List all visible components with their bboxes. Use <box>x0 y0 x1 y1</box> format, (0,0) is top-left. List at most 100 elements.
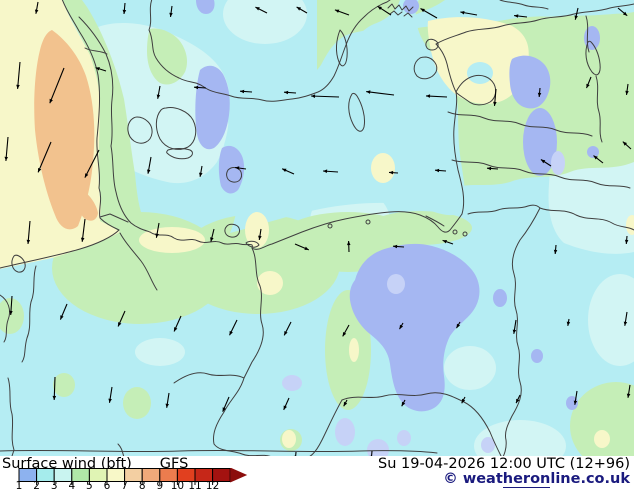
wind-arrow-head <box>255 7 260 11</box>
legend-tick-label: 2 <box>33 480 40 490</box>
wind-arrow-head <box>426 94 431 98</box>
wind-arrow-head <box>334 9 340 13</box>
wind-arrow-head <box>84 173 89 178</box>
legend-tick-label: 3 <box>51 480 58 490</box>
wind-arrow-head <box>537 92 542 97</box>
wind-speed-shading <box>0 0 634 456</box>
wind-arrow-head <box>174 327 178 332</box>
wind-arrow-head <box>60 315 64 320</box>
wind-arrow-head <box>311 94 316 98</box>
wind-arrow-head <box>442 240 447 244</box>
wind-arrow-head <box>222 407 226 412</box>
wind-arrow-head <box>573 400 578 405</box>
legend-tick-label: 5 <box>86 480 93 490</box>
legend-tick-label: 10 <box>171 480 184 490</box>
wind-arrow-head <box>9 310 13 315</box>
wind-arrow-head <box>235 166 240 170</box>
wind-arrow-head <box>26 239 31 244</box>
wind-arrow-head <box>240 89 245 94</box>
wind-arrow <box>366 91 395 96</box>
wind-speed-legend: 1 2 3 4 5 6 7 8 9 10 11 12 <box>16 468 248 490</box>
wind-arrow-head <box>108 398 112 403</box>
legend-tick-label: 6 <box>104 480 111 490</box>
wind-arrow-head <box>284 331 288 336</box>
wind-arrow-head <box>514 14 519 18</box>
wind-arrow-head <box>80 237 85 242</box>
wind-arrow <box>49 67 65 104</box>
wind-arrow-head <box>626 393 631 398</box>
wind-arrow-head <box>574 15 578 20</box>
wind-arrow-head <box>389 170 394 175</box>
coastlines-and-borders <box>0 0 634 456</box>
wind-arrow <box>17 61 21 89</box>
legend-tick-label: 12 <box>206 480 219 490</box>
wind-arrow-head <box>366 90 371 94</box>
wind-arrow-head <box>229 330 233 336</box>
wind-arrow-head <box>487 166 492 171</box>
wind-arrow-head <box>304 246 309 250</box>
wind-arrow <box>371 450 373 456</box>
wind-arrow-head <box>343 401 348 407</box>
wind-arrow-head <box>49 98 53 104</box>
wind-arrow-head <box>622 141 627 146</box>
wind-arrow-head <box>284 90 289 95</box>
wind-arrow-head <box>283 405 287 410</box>
wind-arrow-head <box>95 67 100 71</box>
legend-tick-label: 8 <box>139 480 146 490</box>
wind-arrow-head <box>52 395 57 400</box>
wind-arrow-head <box>625 90 629 95</box>
wind-arrow-head <box>623 11 628 16</box>
wind-arrow <box>84 149 100 178</box>
wind-arrow-head <box>194 85 199 90</box>
wind-arrow-head <box>399 324 404 330</box>
wind-arrows <box>4 1 632 456</box>
copyright[interactable]: © weatheronline.co.uk <box>443 471 630 488</box>
copyright-post: line.co.uk <box>550 471 630 487</box>
wind-arrow-head <box>296 7 301 11</box>
wind-arrow-head <box>147 169 151 174</box>
wind-arrow-head <box>165 403 169 408</box>
wind-arrow-head <box>540 159 546 164</box>
wind-arrow-head <box>420 8 425 13</box>
wind-arrow-head <box>122 9 127 14</box>
wind-arrow-head <box>118 322 122 327</box>
copyright-underlined: heron <box>502 471 551 488</box>
wind-arrow-head <box>623 321 628 326</box>
wind-arrow <box>310 95 340 98</box>
wind-arrow-head <box>460 11 465 15</box>
wind-arrow-head <box>512 329 517 334</box>
wind-arrow-head <box>258 235 262 240</box>
wind-arrow-head <box>155 233 159 238</box>
wind-arrow-head <box>282 168 287 172</box>
wind-arrow-head <box>16 84 20 89</box>
wind-arrow-head <box>553 249 558 254</box>
wind-arrow-head <box>34 9 39 14</box>
wind-arrow-head <box>38 168 42 173</box>
wind-arrow-head <box>377 6 382 10</box>
weather-map <box>0 0 634 456</box>
forecast-datetime: Su 19-04-2026 12:00 UTC (12+96) <box>378 456 630 472</box>
wind-arrow <box>295 451 297 456</box>
wind-arrow-head <box>4 156 8 161</box>
legend-arrowhead <box>230 468 248 483</box>
wind-arrow-head <box>435 168 440 173</box>
wind-arrow-head <box>516 398 520 404</box>
legend-tick-label: 9 <box>156 480 163 490</box>
wind-arrow-head <box>586 83 590 89</box>
wind-arrow-head <box>210 237 214 242</box>
wind-arrow-head <box>566 321 571 326</box>
wind-arrow <box>37 141 52 173</box>
legend-bar: Surface wind (bft) GFS 1 2 3 4 5 6 7 8 9 10 11 12 Su… <box>0 456 634 490</box>
wind-arrow-head <box>624 239 629 244</box>
wind-arrow-head <box>169 12 173 17</box>
wind-arrow-head <box>347 241 351 246</box>
wind-arrow-head <box>342 332 347 337</box>
legend-tick-label: 1 <box>16 480 23 490</box>
legend-tick-label: 11 <box>188 480 201 490</box>
wind-arrow-head <box>323 169 328 173</box>
wind-arrow-head <box>199 172 203 177</box>
wind-arrow-head <box>401 401 406 407</box>
wind-arrow-head <box>156 94 161 99</box>
wind-arrow-head <box>456 323 461 329</box>
